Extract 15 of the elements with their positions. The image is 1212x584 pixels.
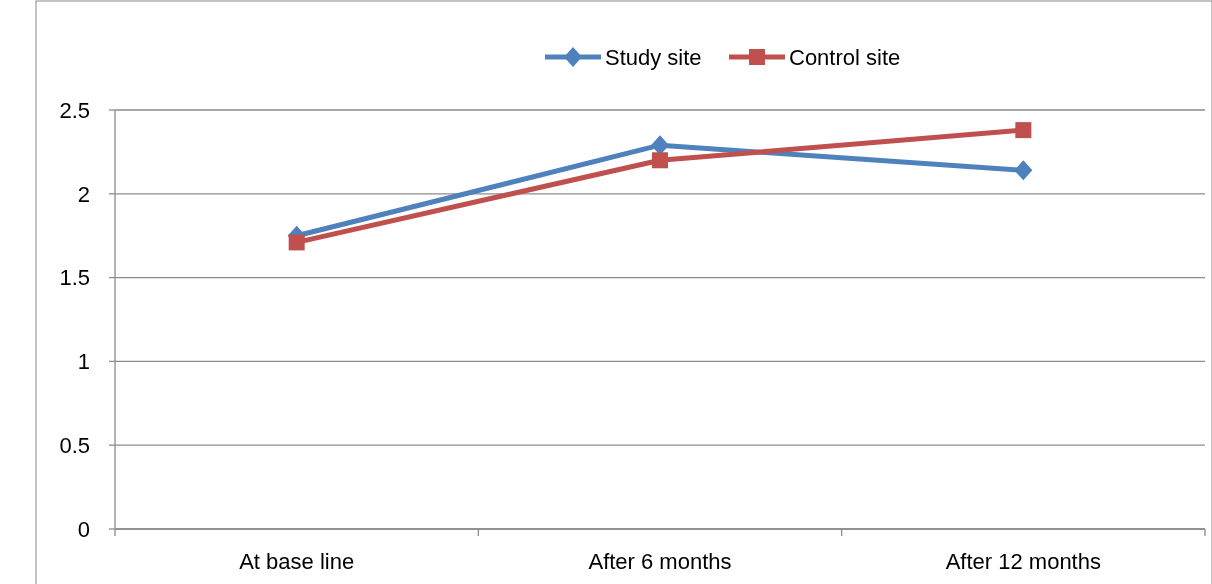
legend-label: Control site [789, 44, 901, 70]
point [288, 234, 305, 251]
point [1015, 122, 1032, 139]
y-tick-label: 0.5 [59, 432, 90, 458]
x-tick-label: After 6 months [588, 549, 732, 574]
point [1014, 160, 1033, 181]
point [652, 152, 668, 169]
x-tick-label: After 12 months [945, 549, 1101, 574]
y-tick-label: 2.5 [59, 97, 90, 123]
legend-label: Study site [605, 44, 702, 70]
y-tick-label: 2 [77, 181, 90, 207]
x-tick-label: At base line [239, 549, 355, 574]
y-tick-label: 0 [77, 516, 90, 542]
y-tick-label: 1 [77, 349, 90, 375]
y-tick-label: 1.5 [59, 265, 90, 291]
